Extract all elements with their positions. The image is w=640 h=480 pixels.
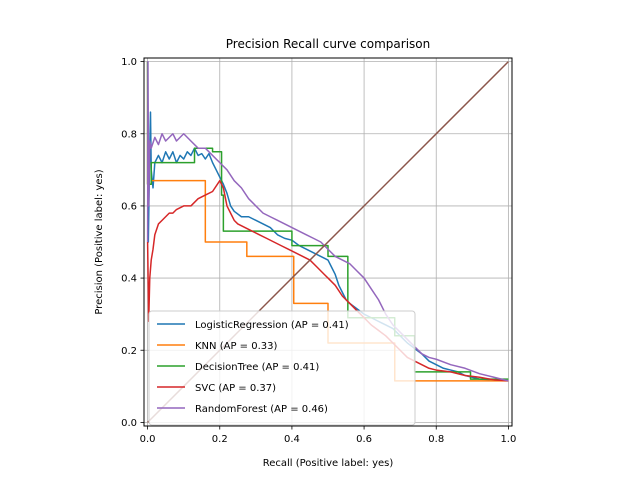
plot-frame: [143, 57, 513, 427]
legend-label-svc: SVC (AP = 0.37): [195, 383, 276, 394]
y-tick-label: 0.0: [121, 418, 137, 429]
chart-title: Precision Recall curve comparison: [226, 37, 430, 51]
legend-box: [148, 310, 416, 426]
legend-label-decisiontree: DecisionTree (AP = 0.41): [195, 362, 319, 373]
x-tick-label: 0.8: [428, 434, 444, 445]
y-tick-label: 1.0: [121, 57, 137, 68]
x-axis-label: Recall (Positive label: yes): [263, 458, 394, 469]
legend-label-knn: KNN (AP = 0.33): [195, 341, 277, 352]
x-tick-label: 1.0: [500, 434, 516, 445]
x-tick-label: 0.4: [284, 434, 300, 445]
y-tick-label: 0.2: [121, 346, 137, 357]
y-tick-label: 0.4: [121, 274, 137, 285]
x-tick-label: 0.6: [356, 434, 372, 445]
x-tick-label: 0.0: [140, 434, 156, 445]
y-tick-label: 0.8: [121, 129, 137, 140]
y-tick-label: 0.6: [121, 202, 137, 213]
y-axis-ticks: 0.0 0.2 0.4 0.6 0.8 1.0: [121, 57, 144, 429]
legend-label-randomforest: RandomForest (AP = 0.46): [195, 404, 328, 415]
y-axis-label: Precision (Positive label: yes): [94, 169, 105, 314]
legend-label-logisticregression: LogisticRegression (AP = 0.41): [195, 320, 349, 331]
legend: LogisticRegression (AP = 0.41) KNN (AP = …: [148, 310, 416, 426]
x-tick-label: 0.2: [212, 434, 228, 445]
x-axis-ticks: 0.0 0.2 0.4 0.6 0.8 1.0: [140, 426, 516, 445]
